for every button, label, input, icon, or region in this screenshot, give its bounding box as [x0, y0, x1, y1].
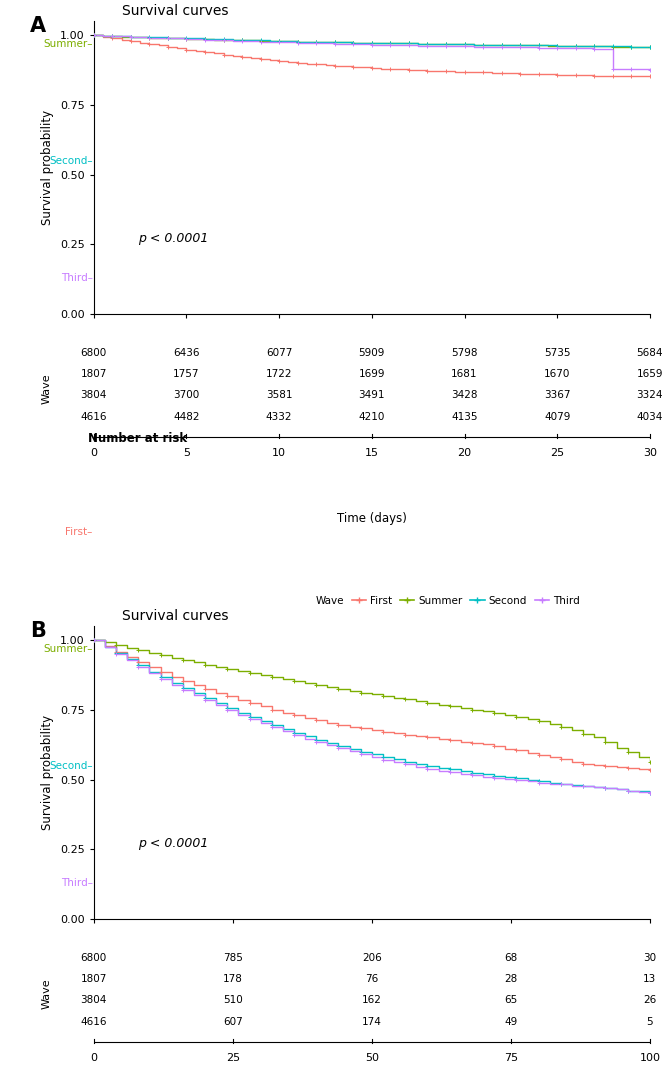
Text: A: A	[30, 16, 46, 35]
Text: 3804: 3804	[80, 996, 107, 1005]
Text: 1659: 1659	[636, 369, 663, 379]
Y-axis label: Survival probability: Survival probability	[42, 111, 54, 226]
Legend: Wave, First, Summer, Second, Third: Wave, First, Summer, Second, Third	[295, 0, 582, 3]
Text: 4332: 4332	[266, 411, 292, 422]
Text: 1681: 1681	[452, 369, 478, 379]
Text: 6800: 6800	[80, 953, 107, 962]
Y-axis label: Survival probability: Survival probability	[42, 715, 54, 830]
Text: 5798: 5798	[452, 348, 478, 358]
Text: B: B	[30, 621, 46, 640]
Text: 3700: 3700	[174, 390, 200, 401]
Text: 785: 785	[223, 953, 243, 962]
Text: 178: 178	[223, 974, 243, 984]
Text: 174: 174	[362, 1017, 382, 1027]
Text: 26: 26	[643, 996, 657, 1005]
Text: 76: 76	[365, 974, 379, 984]
Text: 100: 100	[639, 1053, 661, 1062]
Text: Survival curves: Survival curves	[122, 3, 228, 17]
Text: p < 0.0001: p < 0.0001	[138, 232, 208, 245]
Text: 1670: 1670	[544, 369, 570, 379]
Text: 0: 0	[90, 448, 97, 458]
Text: 607: 607	[223, 1017, 243, 1027]
Text: 5: 5	[183, 448, 190, 458]
Legend: Wave, First, Summer, Second, Third: Wave, First, Summer, Second, Third	[295, 594, 582, 608]
Text: 4210: 4210	[358, 411, 385, 422]
Text: 162: 162	[362, 996, 382, 1005]
Text: 4616: 4616	[80, 411, 107, 422]
Text: 20: 20	[458, 448, 472, 458]
Text: 4034: 4034	[636, 411, 663, 422]
Text: 4616: 4616	[80, 1017, 107, 1027]
Text: First–: First–	[65, 526, 92, 537]
Text: 4079: 4079	[544, 411, 570, 422]
Text: 6800: 6800	[80, 348, 107, 358]
Text: 5: 5	[647, 1017, 653, 1027]
Text: Third–: Third–	[61, 273, 92, 282]
Text: 49: 49	[505, 1017, 517, 1027]
Text: 5909: 5909	[358, 348, 385, 358]
Text: 1699: 1699	[358, 369, 385, 379]
Text: 15: 15	[365, 448, 379, 458]
Text: Summer–: Summer–	[43, 39, 92, 48]
Text: 50: 50	[365, 1053, 379, 1062]
Text: 510: 510	[223, 996, 243, 1005]
Text: 5735: 5735	[544, 348, 570, 358]
Text: Third–: Third–	[61, 877, 92, 888]
Text: Second–: Second–	[49, 760, 92, 771]
Text: 30: 30	[643, 953, 657, 962]
Text: Summer–: Summer–	[43, 643, 92, 654]
Text: 28: 28	[505, 974, 517, 984]
Text: 206: 206	[362, 953, 382, 962]
Text: Time (days): Time (days)	[337, 512, 407, 525]
Text: 1722: 1722	[266, 369, 292, 379]
Text: 1807: 1807	[80, 369, 107, 379]
Text: p < 0.0001: p < 0.0001	[138, 838, 208, 851]
Text: 13: 13	[643, 974, 657, 984]
Text: 10: 10	[272, 448, 286, 458]
Text: 6077: 6077	[266, 348, 292, 358]
Text: 3367: 3367	[544, 390, 570, 401]
Text: 5684: 5684	[636, 348, 663, 358]
Text: 1757: 1757	[174, 369, 200, 379]
Text: 65: 65	[505, 996, 517, 1005]
Text: 25: 25	[550, 448, 564, 458]
Text: 1807: 1807	[80, 974, 107, 984]
Text: 3581: 3581	[266, 390, 292, 401]
Text: Wave: Wave	[42, 374, 52, 404]
Text: 6436: 6436	[174, 348, 200, 358]
Text: 25: 25	[226, 1053, 240, 1062]
Text: Survival curves: Survival curves	[122, 609, 228, 623]
Text: 4135: 4135	[452, 411, 478, 422]
Text: Wave: Wave	[42, 978, 52, 1010]
Text: Number at risk: Number at risk	[88, 432, 188, 446]
Text: 68: 68	[505, 953, 517, 962]
Text: 3324: 3324	[636, 390, 663, 401]
Text: 4482: 4482	[174, 411, 200, 422]
Text: 3804: 3804	[80, 390, 107, 401]
Text: 3491: 3491	[358, 390, 385, 401]
Text: 3428: 3428	[452, 390, 478, 401]
Text: Second–: Second–	[49, 156, 92, 165]
Text: 30: 30	[643, 448, 657, 458]
Text: 75: 75	[504, 1053, 518, 1062]
Text: 0: 0	[90, 1053, 97, 1062]
